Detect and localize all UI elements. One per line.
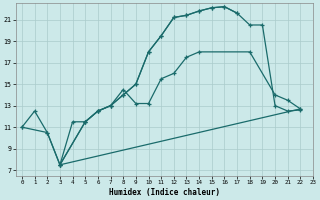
X-axis label: Humidex (Indice chaleur): Humidex (Indice chaleur) (109, 188, 220, 197)
